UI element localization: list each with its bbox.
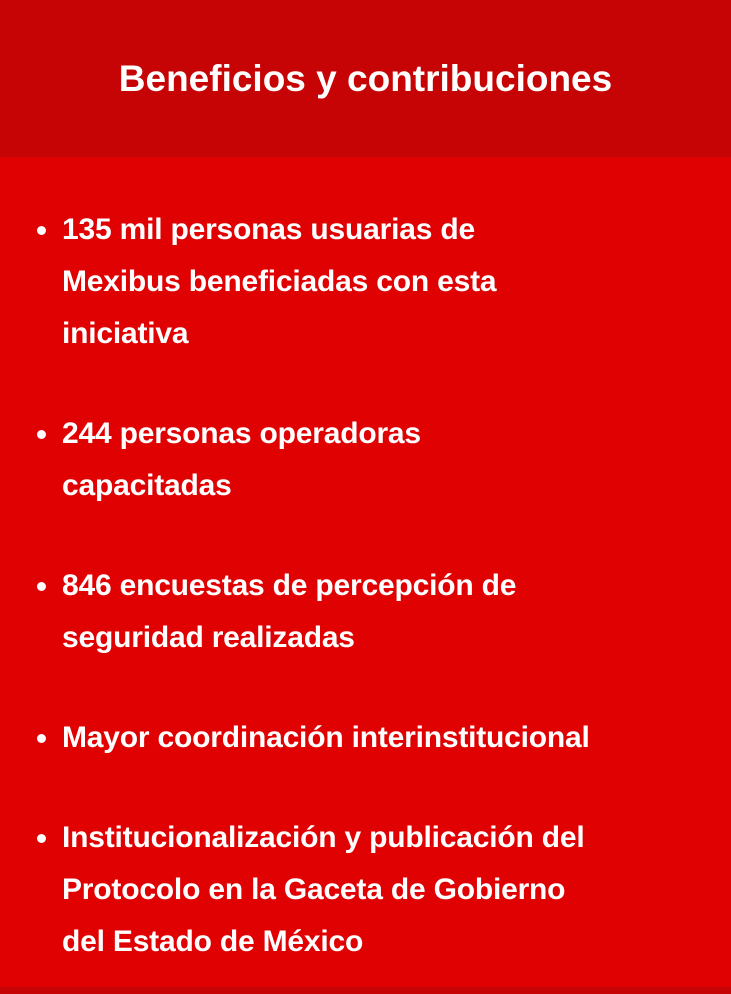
bullet-line: 244 personas operadoras (62, 417, 421, 450)
bullet-line: Mexibus beneficiadas con esta (62, 265, 497, 298)
bullet-line: del Estado de México (62, 925, 364, 958)
bullet-list: 135 mil personas usuarias de Mexibus ben… (0, 157, 731, 968)
bullet-line: Institucionalización y publicación del (62, 821, 585, 854)
bottom-edge (0, 987, 731, 994)
list-item: 135 mil personas usuarias de Mexibus ben… (0, 204, 723, 360)
bullet-line: seguridad realizadas (62, 621, 355, 654)
bullet-line: Protocolo en la Gaceta de Gobierno (62, 873, 566, 906)
list-item: Mayor coordinación interinstitucional (0, 712, 723, 764)
list-item: Institucionalización y publicación del P… (0, 812, 723, 968)
bullet-line: Mayor coordinación interinstitucional (62, 721, 590, 754)
title-band: Beneficios y contribuciones (0, 0, 731, 157)
page-title: Beneficios y contribuciones (118, 57, 613, 99)
bullet-line: 846 encuestas de percepción de (62, 569, 517, 602)
list-item: 244 personas operadoras capacitadas (0, 408, 723, 512)
bullet-line: capacitadas (62, 469, 232, 502)
list-item: 846 encuestas de percepción de seguridad… (0, 560, 723, 664)
bullet-line: 135 mil personas usuarias de (62, 213, 475, 246)
bullet-line: iniciativa (62, 317, 189, 350)
